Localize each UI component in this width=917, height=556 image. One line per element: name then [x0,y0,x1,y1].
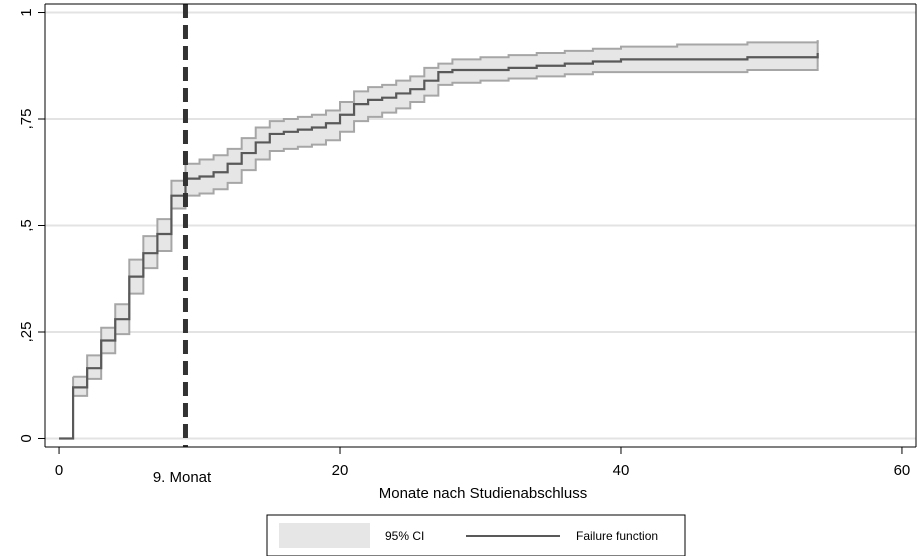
x-tick-label-2: 40 [613,462,630,479]
x-tick-label-3: 60 [894,462,911,479]
grid-layer [45,11,916,440]
legend: 95% CI Failure function [266,514,686,556]
legend-swatch-ci [279,523,370,548]
y-tick-label-1: ,25 [18,322,35,343]
x-axis-title: Monate nach Studienabschluss [379,485,587,502]
legend-label-ci: 95% CI [385,529,424,543]
y-tick-label-2: ,5 [18,219,35,232]
legend-label-failure: Failure function [576,529,658,543]
axes-layer [44,3,917,448]
x-tick-label-1: 20 [332,462,349,479]
ci-upper-bound [73,40,819,378]
y-tick-label-3: ,75 [18,109,35,130]
failure-line-layer [59,52,819,440]
ticks-layer: 0 20 40 60 0 ,25 ,5 ,75 1 [18,8,910,479]
ci-lower-bound [73,67,819,397]
x-tick-label-0: 0 [55,462,63,479]
ci-band [73,40,818,396]
y-tick-label-0: 0 [18,434,35,442]
failure-function-line [59,52,819,440]
reference-line-label: 9. Monat [153,469,212,486]
y-tick-label-4: 1 [18,8,35,16]
